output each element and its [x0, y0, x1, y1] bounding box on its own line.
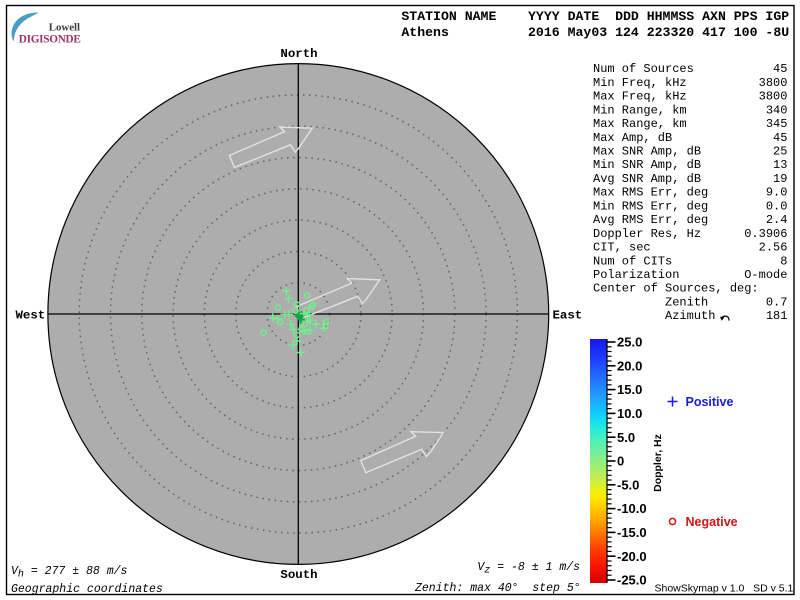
svg-text:Max Amp, dB 45: Max Amp, dB 45	[593, 131, 787, 145]
svg-text:Center of Sources, deg:: Center of Sources, deg:	[593, 282, 759, 296]
svg-text:Max SNR Amp, dB 25: Max SNR Amp, dB 25	[593, 145, 787, 159]
svg-text:East: East	[553, 308, 583, 322]
svg-text:15.0: 15.0	[617, 382, 642, 397]
svg-text:CIT, sec 2.56: CIT, sec 2.56	[593, 241, 787, 255]
svg-text:Max Freq, kHz 3800: Max Freq, kHz 3800	[593, 90, 787, 104]
svg-text:-5.0: -5.0	[617, 477, 639, 492]
svg-text:Max RMS Err, deg 9.0: Max RMS Err, deg 9.0	[593, 186, 787, 200]
svg-text:-25.0: -25.0	[617, 573, 647, 588]
svg-text:Num of CITs 8: Num of CITs 8	[593, 254, 787, 268]
svg-text:Zenith 0.7: Zenith 0.7	[593, 295, 787, 309]
svg-text:South: South	[280, 568, 317, 582]
svg-text:Max Range, km 345: Max Range, km 345	[593, 117, 787, 131]
svg-text:0: 0	[617, 454, 624, 469]
svg-text:DIGISONDE: DIGISONDE	[19, 34, 81, 46]
svg-text:10.0: 10.0	[617, 406, 642, 421]
svg-text:Lowell: Lowell	[49, 22, 80, 34]
svg-text:-15.0: -15.0	[617, 525, 647, 540]
svg-text:ShowSkymap v 1.0 SD v 5.1: ShowSkymap v 1.0 SD v 5.1	[655, 583, 794, 595]
svg-text:20.0: 20.0	[617, 358, 642, 373]
svg-text:Vz = -8 ± 1 m/s: Vz = -8 ± 1 m/s	[477, 561, 580, 577]
svg-text:-10.0: -10.0	[617, 501, 647, 516]
svg-text:Min Range, km 340: Min Range, km 340	[593, 103, 787, 117]
svg-text:Azimuth 181: Azimuth 181	[593, 309, 787, 323]
svg-text:-20.0: -20.0	[617, 549, 647, 564]
svg-text:5.0: 5.0	[617, 430, 635, 445]
svg-text:West: West	[16, 308, 46, 322]
svg-text:Min SNR Amp, dB 13: Min SNR Amp, dB 13	[593, 158, 787, 172]
svg-text:Avg SNR Amp, dB 19: Avg SNR Amp, dB 19	[593, 172, 787, 186]
svg-text:Negative: Negative	[686, 515, 738, 529]
svg-text:Doppler, Hz: Doppler, Hz	[652, 434, 664, 492]
svg-text:Num of Sources 45: Num of Sources 45	[593, 62, 787, 76]
svg-text:North: North	[280, 47, 317, 61]
svg-text:STATION NAME YYYY DATE DDD: STATION NAME YYYY DATE DDD HHMMSS AXN PP…	[401, 9, 789, 24]
svg-text:Athens 2016 May03 124: Athens 2016 May03 124 223320 417 100 -8U	[401, 25, 789, 40]
svg-text:Polarization O-mode: Polarization O-mode	[593, 268, 787, 282]
svg-text:Positive: Positive	[686, 395, 734, 409]
svg-text:25.0: 25.0	[617, 335, 642, 350]
svg-text:Doppler Res, Hz 0.3906: Doppler Res, Hz 0.3906	[593, 227, 787, 241]
svg-text:Geographic coordinates: Geographic coordinates	[11, 583, 163, 596]
svg-text:Zenith: max 40° step 5°: Zenith: max 40° step 5°	[414, 582, 581, 595]
svg-text:Vh = 277 ± 88 m/s: Vh = 277 ± 88 m/s	[11, 565, 128, 581]
svg-text:Avg RMS Err, deg 2.4: Avg RMS Err, deg 2.4	[593, 213, 787, 227]
svg-text:Min RMS Err, deg 0.0: Min RMS Err, deg 0.0	[593, 199, 787, 213]
svg-text:Min Freq, kHz 3800: Min Freq, kHz 3800	[593, 76, 787, 90]
